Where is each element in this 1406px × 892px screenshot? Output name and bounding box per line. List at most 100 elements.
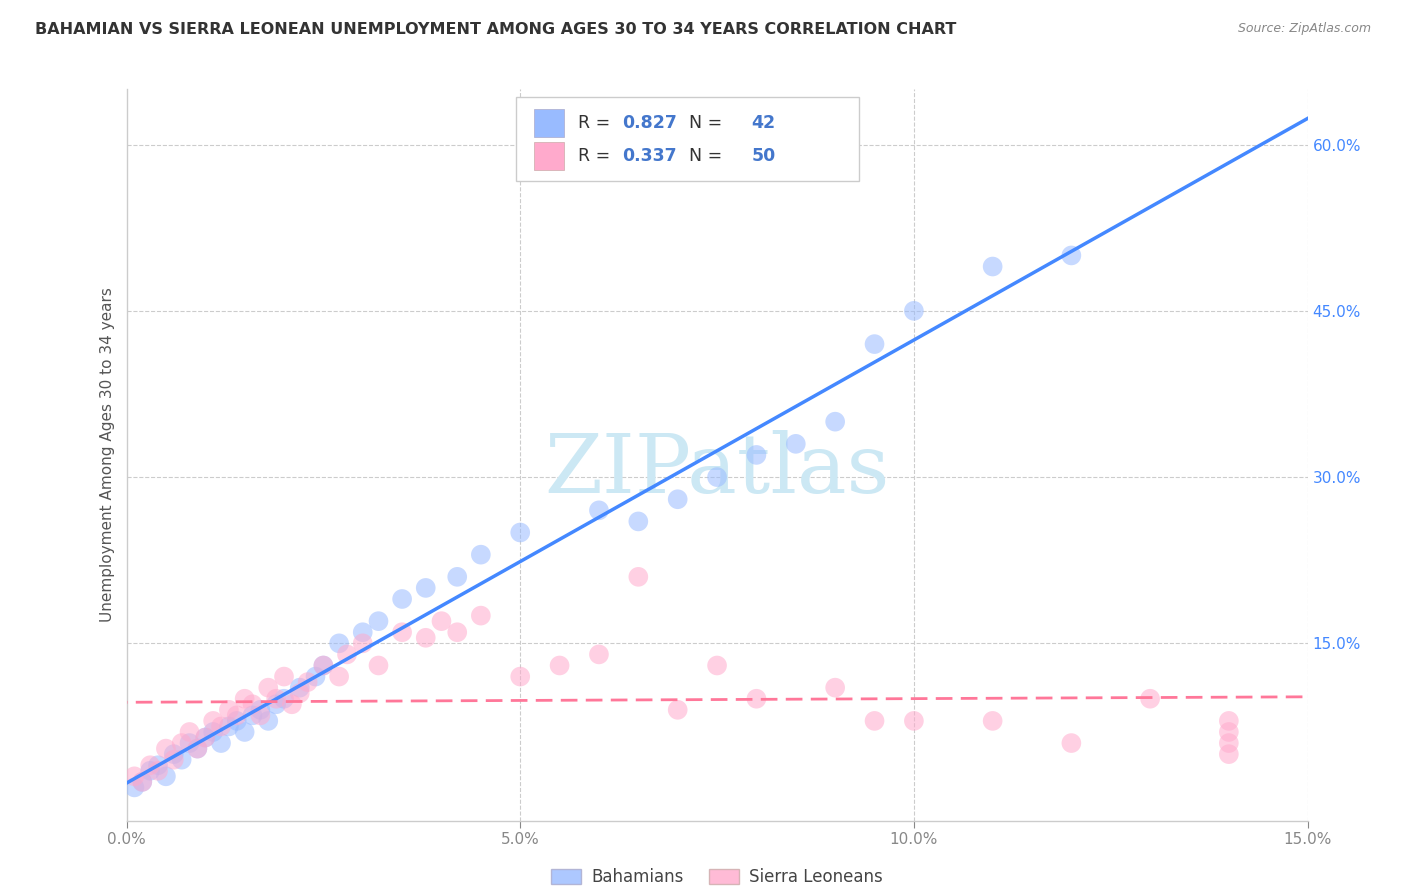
Point bbox=[430, 614, 453, 628]
Point bbox=[209, 736, 232, 750]
Point bbox=[273, 669, 295, 683]
Point bbox=[706, 470, 728, 484]
Point bbox=[194, 731, 217, 745]
Point bbox=[509, 669, 531, 683]
Point bbox=[1060, 248, 1083, 262]
Point bbox=[328, 636, 350, 650]
FancyBboxPatch shape bbox=[534, 109, 564, 136]
Point bbox=[367, 658, 389, 673]
Point bbox=[194, 731, 217, 745]
Text: R =: R = bbox=[578, 114, 616, 132]
Y-axis label: Unemployment Among Ages 30 to 34 years: Unemployment Among Ages 30 to 34 years bbox=[100, 287, 115, 623]
Point bbox=[1060, 736, 1083, 750]
Point bbox=[863, 337, 886, 351]
Point bbox=[163, 753, 186, 767]
Point bbox=[163, 747, 186, 761]
Point bbox=[186, 741, 208, 756]
Point bbox=[312, 658, 335, 673]
Point bbox=[264, 691, 287, 706]
Text: 0.337: 0.337 bbox=[623, 147, 678, 165]
Point bbox=[981, 714, 1004, 728]
Text: 42: 42 bbox=[751, 114, 776, 132]
Point bbox=[470, 608, 492, 623]
Point bbox=[288, 681, 311, 695]
Point bbox=[264, 698, 287, 712]
Point bbox=[312, 658, 335, 673]
Point bbox=[233, 691, 256, 706]
Text: R =: R = bbox=[578, 147, 616, 165]
Text: 0.827: 0.827 bbox=[623, 114, 678, 132]
Text: ZIPatlas: ZIPatlas bbox=[544, 430, 890, 509]
Point bbox=[242, 698, 264, 712]
FancyBboxPatch shape bbox=[534, 142, 564, 169]
Point bbox=[146, 764, 169, 778]
Point bbox=[627, 515, 650, 529]
Point bbox=[1218, 725, 1240, 739]
Point bbox=[588, 503, 610, 517]
Point bbox=[304, 669, 326, 683]
FancyBboxPatch shape bbox=[516, 96, 859, 180]
Point bbox=[249, 703, 271, 717]
Point bbox=[391, 625, 413, 640]
Point bbox=[202, 714, 225, 728]
Point bbox=[179, 736, 201, 750]
Text: N =: N = bbox=[678, 147, 728, 165]
Point bbox=[588, 648, 610, 662]
Point bbox=[863, 714, 886, 728]
Point bbox=[242, 708, 264, 723]
Point bbox=[146, 758, 169, 772]
Point bbox=[666, 492, 689, 507]
Point bbox=[202, 725, 225, 739]
Point bbox=[281, 698, 304, 712]
Point bbox=[297, 675, 319, 690]
Point bbox=[981, 260, 1004, 274]
Point bbox=[446, 625, 468, 640]
Point bbox=[367, 614, 389, 628]
Point bbox=[706, 658, 728, 673]
Point bbox=[124, 780, 146, 795]
Point bbox=[155, 769, 177, 783]
Text: N =: N = bbox=[678, 114, 728, 132]
Point bbox=[415, 631, 437, 645]
Point bbox=[745, 691, 768, 706]
Point bbox=[225, 708, 247, 723]
Point bbox=[218, 703, 240, 717]
Point bbox=[218, 719, 240, 733]
Point bbox=[155, 741, 177, 756]
Point bbox=[257, 681, 280, 695]
Point bbox=[824, 681, 846, 695]
Point bbox=[352, 636, 374, 650]
Point bbox=[257, 714, 280, 728]
Point bbox=[1139, 691, 1161, 706]
Text: BAHAMIAN VS SIERRA LEONEAN UNEMPLOYMENT AMONG AGES 30 TO 34 YEARS CORRELATION CH: BAHAMIAN VS SIERRA LEONEAN UNEMPLOYMENT … bbox=[35, 22, 956, 37]
Point bbox=[509, 525, 531, 540]
Point bbox=[352, 625, 374, 640]
Legend: Bahamians, Sierra Leoneans: Bahamians, Sierra Leoneans bbox=[546, 862, 889, 892]
Point bbox=[131, 775, 153, 789]
Text: Source: ZipAtlas.com: Source: ZipAtlas.com bbox=[1237, 22, 1371, 36]
Point bbox=[170, 736, 193, 750]
Point bbox=[124, 769, 146, 783]
Point bbox=[139, 758, 162, 772]
Point bbox=[627, 570, 650, 584]
Point bbox=[179, 725, 201, 739]
Point bbox=[131, 775, 153, 789]
Point bbox=[824, 415, 846, 429]
Point bbox=[233, 725, 256, 739]
Point bbox=[170, 753, 193, 767]
Point bbox=[288, 686, 311, 700]
Point bbox=[470, 548, 492, 562]
Point bbox=[273, 691, 295, 706]
Point bbox=[415, 581, 437, 595]
Point bbox=[139, 764, 162, 778]
Point bbox=[446, 570, 468, 584]
Point bbox=[225, 714, 247, 728]
Point bbox=[391, 592, 413, 607]
Text: 50: 50 bbox=[751, 147, 776, 165]
Point bbox=[903, 714, 925, 728]
Point bbox=[209, 719, 232, 733]
Point bbox=[1218, 736, 1240, 750]
Point bbox=[186, 741, 208, 756]
Point bbox=[249, 708, 271, 723]
Point bbox=[328, 669, 350, 683]
